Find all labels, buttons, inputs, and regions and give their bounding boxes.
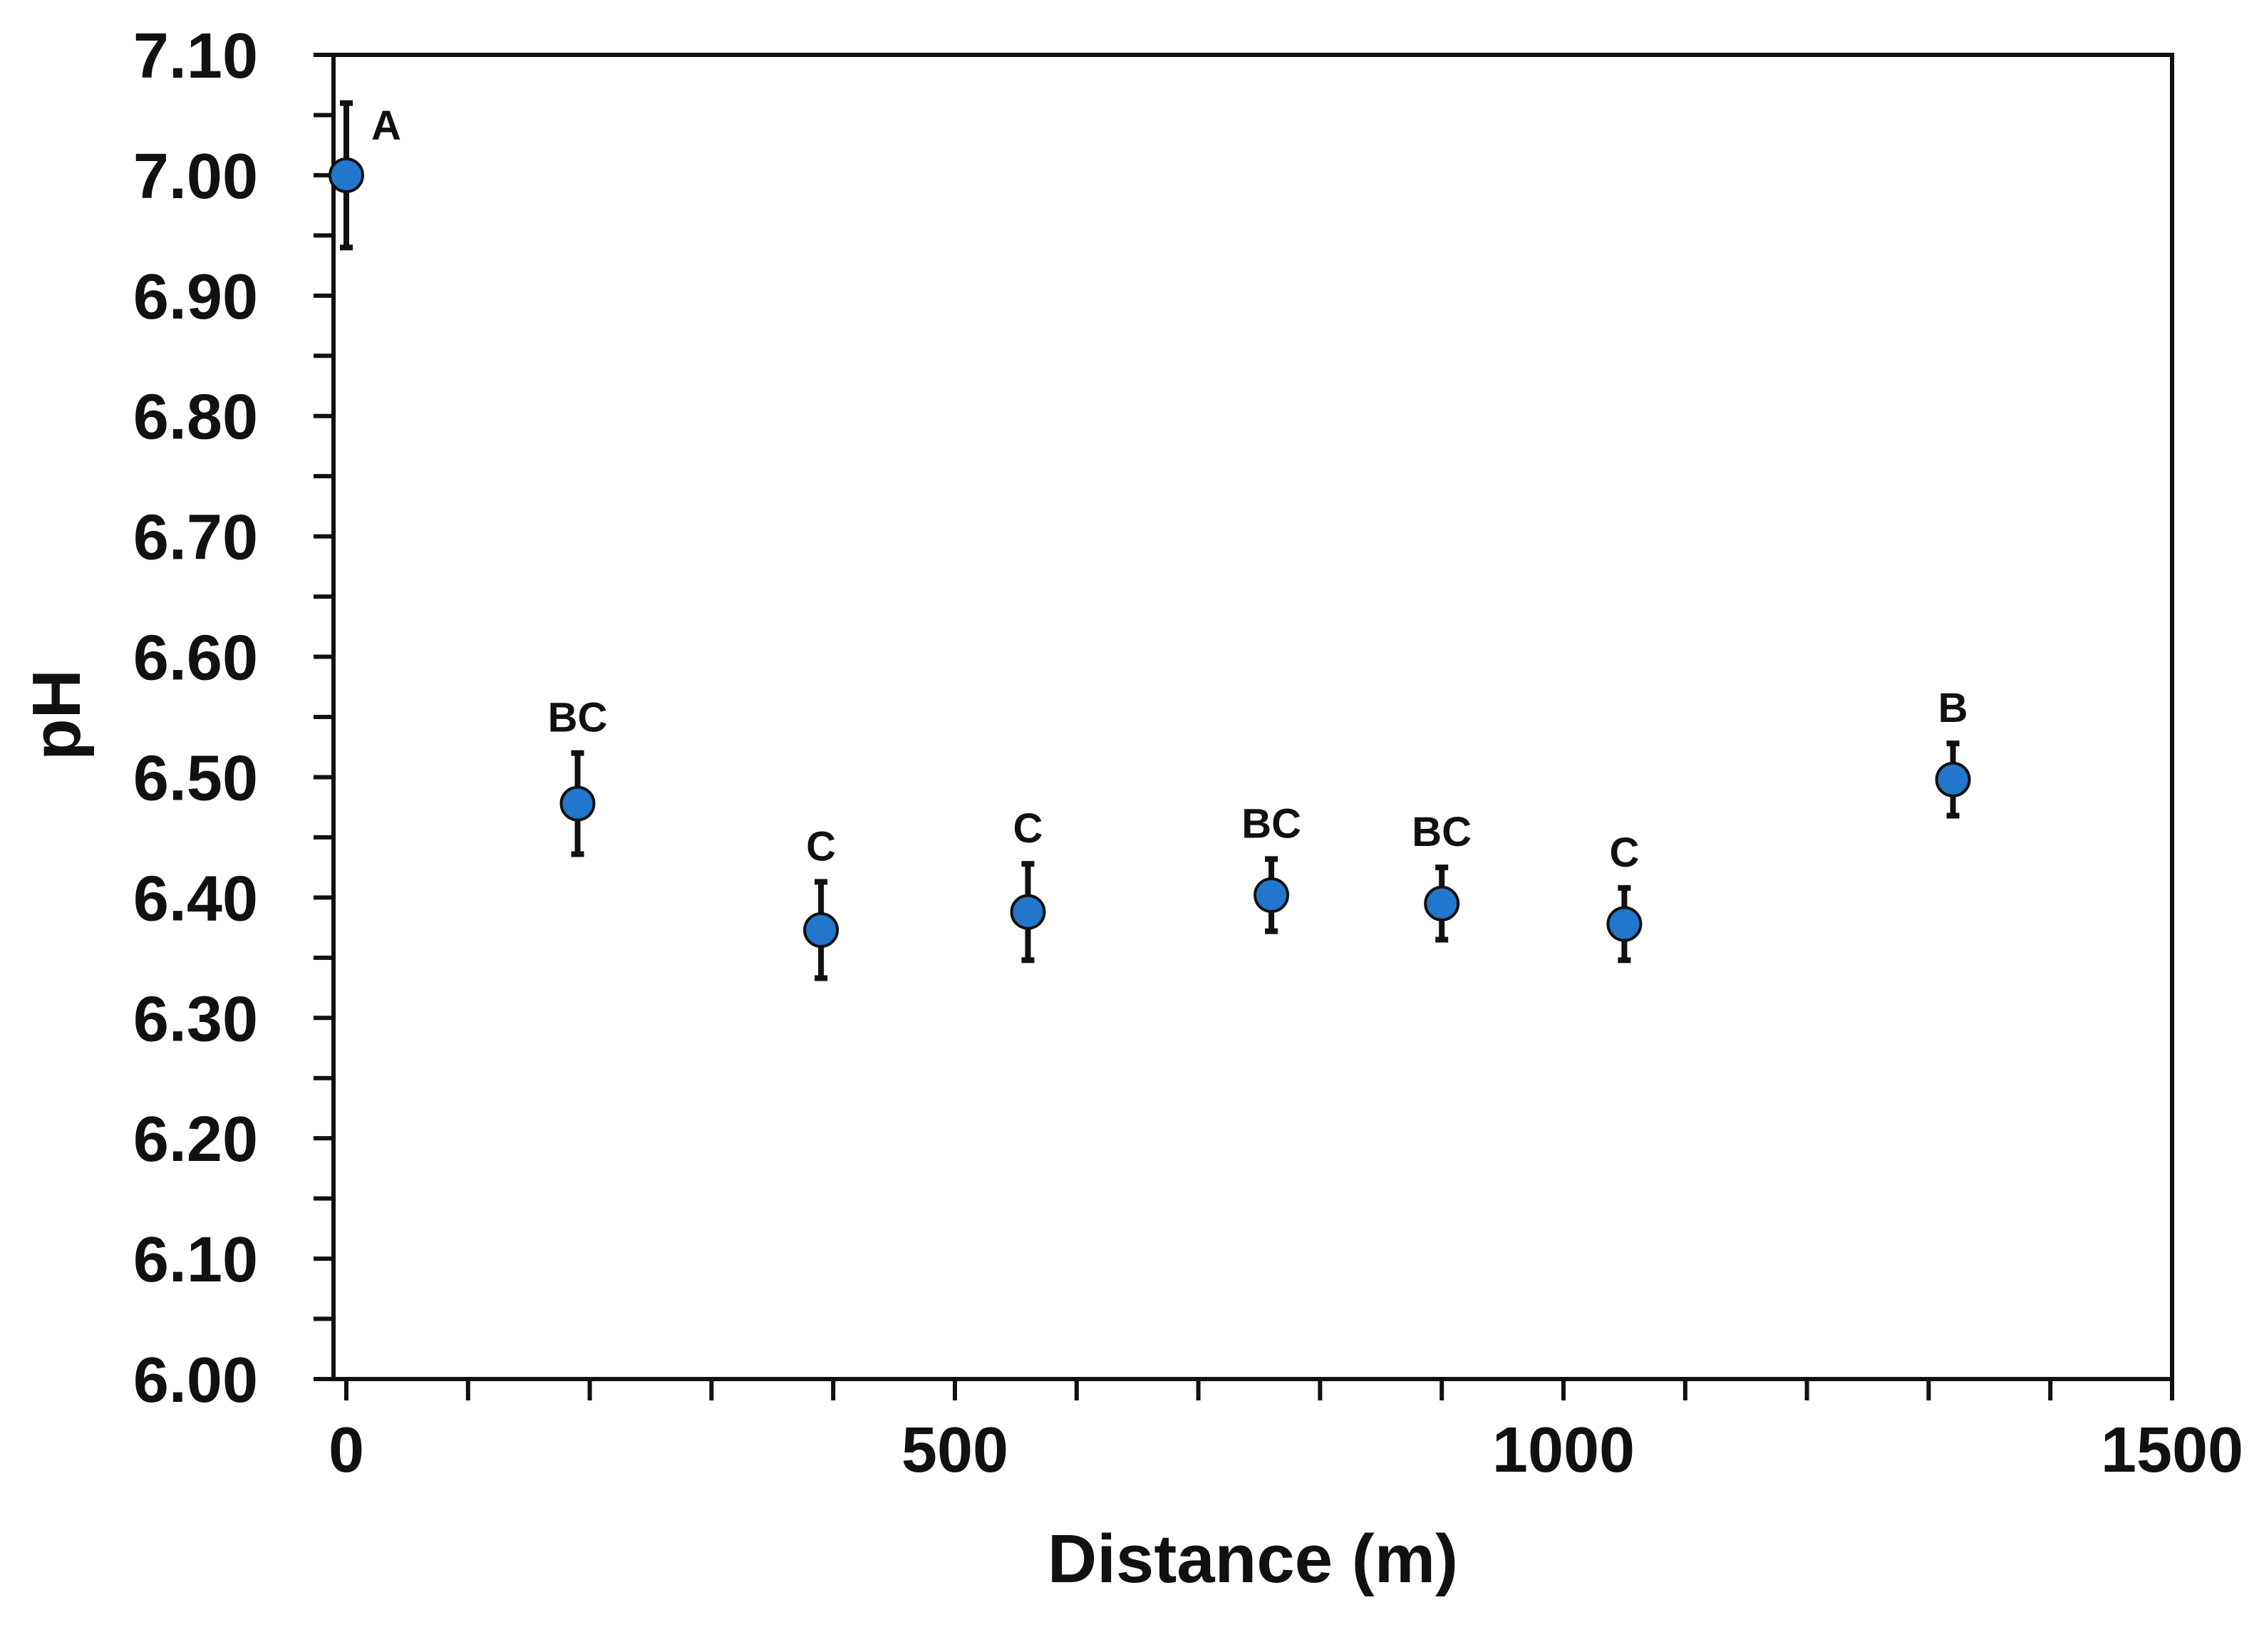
data-point: [1935, 761, 1971, 797]
y-tick-label: 6.40: [133, 863, 258, 934]
y-tick-label: 6.60: [133, 623, 258, 694]
x-axis: 0 500 1000 1500: [329, 1379, 2243, 1486]
y-tick-label: 6.10: [133, 1224, 258, 1296]
significance-label: A: [371, 103, 401, 149]
significance-label: C: [1013, 805, 1043, 852]
data-point: [559, 785, 596, 822]
significance-label: C: [1609, 830, 1639, 876]
data-point: [1254, 877, 1290, 913]
x-tick-label: 1000: [1492, 1415, 1635, 1486]
data-point: [1010, 894, 1046, 930]
significance-label: BC: [548, 695, 608, 741]
data-point: [1424, 885, 1460, 921]
x-axis-title: Distance (m): [1048, 1521, 1458, 1597]
x-tick-label: 1500: [2101, 1415, 2243, 1486]
y-tick-label: 6.00: [133, 1345, 258, 1416]
data-point: [329, 157, 364, 193]
y-tick-label: 6.90: [133, 262, 258, 333]
y-tick-label: 6.20: [133, 1104, 258, 1175]
y-tick-label: 6.30: [133, 984, 258, 1055]
y-tick-label: 7.00: [133, 141, 258, 212]
significance-label: BC: [1412, 809, 1472, 855]
y-tick-label: 7.10: [133, 21, 258, 92]
data-point: [803, 912, 839, 948]
significance-label: BC: [1241, 800, 1301, 847]
x-tick-label: 0: [329, 1415, 364, 1486]
y-tick-label: 6.80: [133, 382, 258, 453]
significance-label: C: [806, 823, 836, 869]
y-tick-label: 6.50: [133, 743, 258, 814]
y-axis-title: pH: [19, 669, 95, 760]
plot-frame: [331, 53, 2174, 1381]
y-axis: 6.00 6.10 6.20 6.30 6.40 6.50 6.60 6.70 6.80 6.90…: [133, 21, 334, 1416]
data-points: A BC C C BC BC C B: [329, 100, 1971, 981]
x-tick-label: 500: [901, 1415, 1008, 1486]
significance-label: B: [1938, 685, 1968, 731]
data-point: [1606, 906, 1643, 942]
y-tick-label: 6.70: [133, 502, 258, 574]
